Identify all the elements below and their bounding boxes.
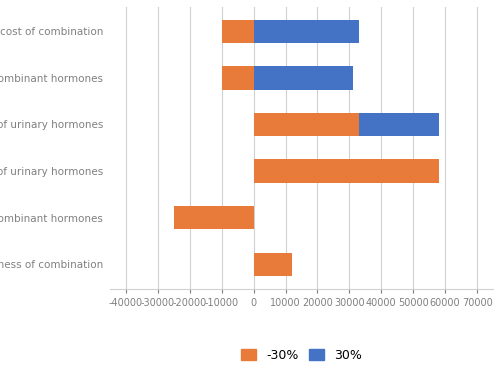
Bar xyxy=(174,206,254,229)
Bar xyxy=(254,252,292,276)
Bar xyxy=(254,159,439,183)
Bar xyxy=(254,20,359,43)
Bar xyxy=(222,20,254,43)
Bar xyxy=(222,66,254,90)
Legend: -30%, 30%: -30%, 30% xyxy=(236,344,366,367)
Bar xyxy=(254,66,352,90)
Bar xyxy=(254,113,359,136)
Bar xyxy=(359,113,439,136)
